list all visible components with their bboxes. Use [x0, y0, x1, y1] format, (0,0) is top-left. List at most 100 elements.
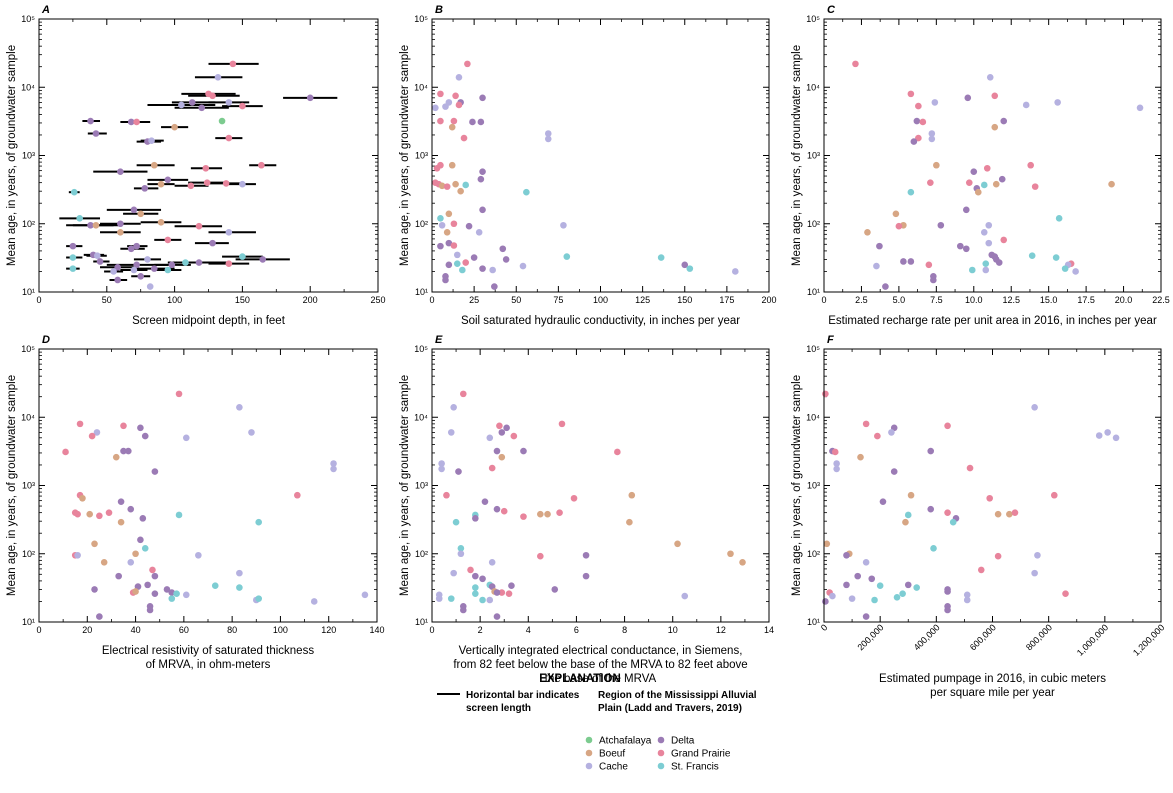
data-point — [862, 558, 870, 566]
data-point — [182, 434, 190, 442]
data-point — [171, 123, 178, 131]
data-point — [493, 447, 501, 455]
data-point — [1027, 161, 1034, 169]
data-point — [963, 591, 971, 599]
data-point — [520, 513, 527, 520]
data-point — [510, 432, 518, 440]
data-point — [681, 261, 689, 269]
legend-item-label: Cache — [599, 762, 628, 773]
data-point — [222, 180, 230, 187]
data-point — [452, 180, 459, 188]
data-point — [225, 99, 233, 106]
data-point — [519, 262, 527, 270]
data-point — [977, 566, 985, 574]
data-point — [447, 595, 455, 602]
data-point — [493, 505, 501, 513]
x-tick-label: 120 — [321, 625, 336, 635]
data-point — [133, 261, 140, 269]
y-tick-label: 10¹ — [415, 617, 428, 627]
data-point — [225, 228, 233, 236]
data-point — [862, 613, 870, 620]
panel-label: D — [42, 334, 50, 346]
data-point — [956, 242, 964, 250]
data-point — [907, 258, 915, 265]
data-point — [202, 164, 210, 172]
data-point — [486, 596, 494, 604]
data-point — [195, 222, 203, 230]
data-point — [919, 118, 927, 126]
data-point — [149, 566, 156, 574]
data-point — [445, 239, 453, 247]
y-tick-label: 10¹ — [22, 617, 35, 627]
data-point — [195, 551, 202, 559]
data-point — [164, 176, 172, 184]
data-point — [438, 182, 446, 190]
data-point — [211, 582, 219, 590]
x-tick-label: 6 — [574, 625, 579, 635]
data-point — [117, 518, 125, 526]
data-point — [70, 188, 78, 196]
data-point — [852, 60, 859, 68]
data-point — [91, 586, 98, 593]
data-point — [168, 261, 176, 269]
x-axis-label: from 82 feet below the base of the MRVA … — [453, 659, 747, 671]
data-point — [983, 164, 991, 172]
y-tick-label: 10⁴ — [21, 82, 35, 92]
data-point — [570, 494, 578, 502]
data-point — [450, 403, 457, 411]
data-point — [88, 432, 96, 440]
data-point — [182, 259, 189, 266]
data-point — [833, 465, 840, 473]
data-point — [470, 254, 478, 261]
y-tick-label: 10⁵ — [21, 14, 35, 24]
data-point — [503, 424, 510, 432]
x-tick-label: 200 — [303, 295, 318, 305]
x-axis-label: Electrical resistivity of saturated thic… — [102, 645, 314, 657]
data-point — [141, 432, 149, 440]
data-point — [437, 90, 444, 98]
data-point — [248, 429, 255, 436]
x-tick-label: 2 — [478, 625, 483, 635]
data-point — [944, 588, 951, 595]
data-point — [823, 540, 831, 548]
x-tick-label: 5.0 — [893, 295, 906, 305]
data-point — [475, 228, 483, 236]
data-point — [544, 510, 551, 518]
data-point — [69, 242, 77, 250]
data-point — [125, 447, 132, 455]
x-tick-label: 0 — [821, 295, 826, 305]
data-point — [445, 261, 453, 269]
data-point — [86, 510, 93, 518]
data-point — [151, 468, 159, 475]
data-point — [876, 242, 883, 250]
x-tick-label: 17.5 — [1077, 295, 1095, 305]
data-point — [508, 582, 515, 590]
data-point — [874, 432, 881, 440]
data-point — [502, 256, 510, 263]
x-tick-label: 140 — [369, 625, 384, 635]
data-point — [255, 595, 262, 602]
data-point — [1061, 265, 1069, 272]
data-point — [966, 464, 974, 472]
data-point — [913, 117, 921, 125]
data-point — [1034, 551, 1041, 559]
data-point — [203, 179, 211, 186]
legend-region-head-line1: Region of the Mississippi Alluvial — [598, 690, 757, 701]
y-axis-label: Mean age, in years, of groundwater sampl… — [791, 45, 803, 266]
data-point — [175, 511, 183, 519]
data-point — [1006, 510, 1013, 518]
x-tick-label: 4 — [526, 625, 531, 635]
data-point — [893, 594, 901, 601]
y-tick-label: 10³ — [22, 481, 35, 491]
legend-swatch — [657, 762, 665, 770]
x-axis-label: Soil saturated hydraulic conductivity, i… — [461, 315, 740, 327]
data-point — [69, 254, 77, 261]
data-point — [236, 584, 243, 591]
legend-bar-label-line2: screen length — [466, 703, 531, 714]
data-point — [857, 453, 864, 461]
data-point — [500, 507, 508, 515]
data-point — [899, 590, 906, 597]
data-point — [195, 259, 203, 266]
data-point — [120, 447, 127, 455]
